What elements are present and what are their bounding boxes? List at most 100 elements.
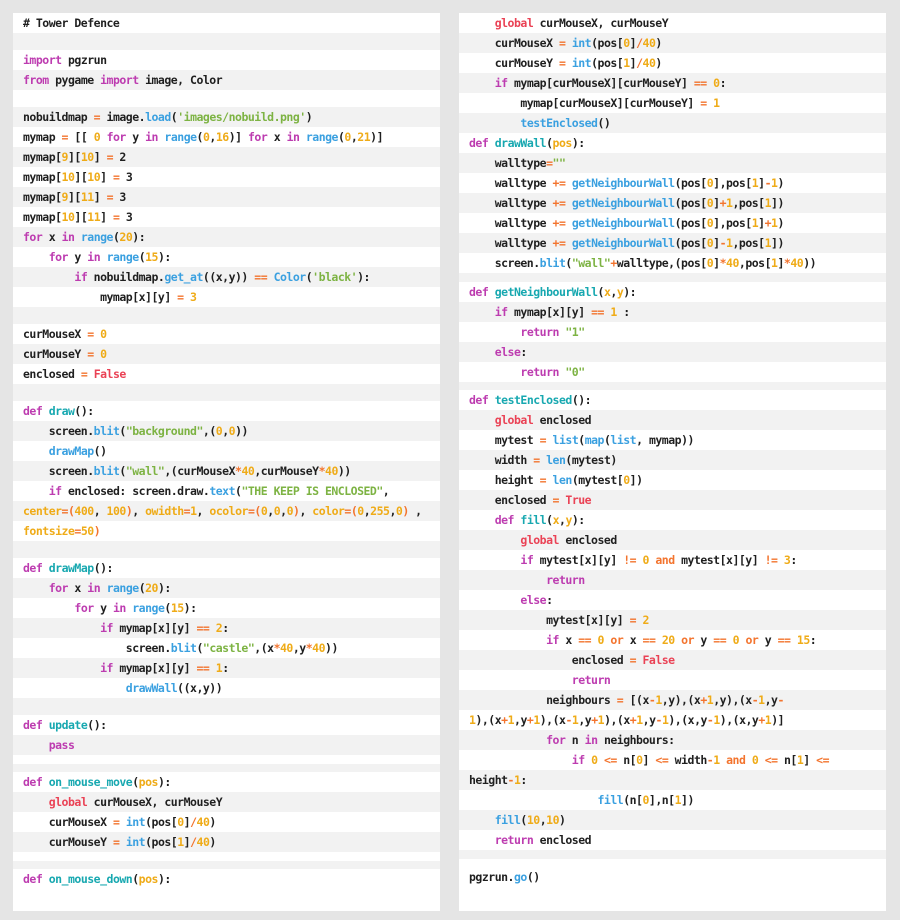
- code-token-op: =: [629, 653, 637, 667]
- code-token-plain: ][: [67, 150, 81, 164]
- code-line: mytest[x][y] = 2: [459, 610, 886, 630]
- code-token-plain: ,: [132, 504, 146, 518]
- code-line: if mymap[x][y] == 1:: [13, 658, 440, 678]
- code-token-plain: (pos[: [145, 815, 178, 829]
- code-blank-line: [459, 273, 886, 282]
- code-token-plain: [469, 116, 520, 130]
- code-token-plain: mytest[x][y]: [469, 613, 630, 627]
- code-token-op: -: [565, 713, 572, 727]
- code-token-plain: ,y: [514, 713, 527, 727]
- code-token-num: 1: [623, 56, 630, 70]
- code-token-kw: for: [23, 230, 43, 244]
- code-token-plain: (): [597, 116, 611, 130]
- code-token-op: =: [700, 96, 707, 110]
- code-token-plain: )): [325, 641, 338, 655]
- code-token-num: 1: [674, 793, 682, 807]
- code-token-op: -: [655, 713, 663, 727]
- code-token-plain: ):: [157, 250, 171, 264]
- code-token-plain: enclosed: screen.draw.: [61, 484, 210, 498]
- code-token-fn: blit: [93, 464, 120, 478]
- code-token-plain: ,y: [764, 693, 778, 707]
- code-token-plain: [469, 793, 597, 807]
- code-line: from pygame import image, Color: [13, 70, 440, 90]
- code-token-defn: on_mouse_down: [48, 872, 133, 886]
- code-token-op: -: [764, 176, 772, 190]
- code-token-plain: image, Color: [138, 73, 223, 87]
- code-token-kw: if: [494, 76, 508, 90]
- code-token-op: /: [636, 56, 643, 70]
- code-token-num: fontsize: [23, 524, 75, 538]
- code-line: for x in range(20):: [13, 578, 440, 598]
- code-token-plain: walltype: [469, 236, 553, 250]
- code-token-num: 10: [61, 170, 75, 184]
- code-token-plain: ],pos[: [713, 176, 752, 190]
- code-token-num: 0: [751, 753, 759, 767]
- code-panel-right: global curMouseX, curMouseY curMouseX = …: [459, 13, 886, 911]
- code-token-str: "background": [125, 424, 204, 438]
- code-blank-line: [13, 698, 440, 715]
- code-token-plain: ,: [267, 504, 274, 518]
- code-token-num: 1: [726, 236, 733, 250]
- code-line: pass: [13, 735, 440, 755]
- code-blank-line: [13, 307, 440, 324]
- code-token-num: 0: [395, 504, 403, 518]
- code-blank-line: [13, 860, 440, 869]
- code-token-plain: [23, 621, 100, 635]
- code-token-plain: [23, 681, 126, 695]
- code-token-op: +=: [552, 176, 566, 190]
- code-token-plain: ): [777, 176, 784, 190]
- code-token-op: *: [783, 256, 791, 270]
- code-line: def fill(x,y):: [459, 510, 886, 530]
- code-token-num: 1: [726, 196, 733, 210]
- code-token-str: "0": [565, 364, 585, 379]
- code-token-kw: for: [546, 733, 566, 747]
- code-token-plain: (): [93, 444, 107, 458]
- code-token-plain: :: [520, 344, 527, 359]
- code-token-fn: list: [552, 433, 579, 447]
- code-token-plain: )): [803, 256, 817, 270]
- code-token-plain: screen.: [469, 256, 540, 270]
- code-token-op: ): [402, 504, 409, 518]
- code-token-plain: nobuildmap: [23, 110, 94, 124]
- code-token-plain: [23, 601, 74, 615]
- code-token-num: 0: [202, 130, 210, 144]
- code-token-plain: (: [119, 424, 126, 438]
- code-token-num: 0: [706, 236, 714, 250]
- code-token-plain: ,: [222, 424, 229, 438]
- code-token-num: 15: [145, 250, 158, 264]
- code-token-num: 1: [706, 693, 714, 707]
- code-token-plain: mytest[x][y]: [674, 553, 765, 567]
- code-token-num: 1: [533, 713, 540, 727]
- code-line: # Tower Defence: [13, 13, 440, 33]
- code-token-num: 1: [177, 835, 184, 849]
- code-token-num: 0: [636, 753, 643, 767]
- code-token-plain: ),(x: [475, 713, 502, 727]
- code-token-fn: blit: [170, 641, 197, 655]
- code-token-plain: (: [132, 775, 139, 789]
- code-token-kw: if: [48, 484, 62, 498]
- code-token-plain: enclosed: [23, 367, 81, 381]
- code-line: import pgzrun: [13, 50, 440, 70]
- code-token-op: *: [719, 256, 727, 270]
- code-token-op: ): [293, 504, 300, 518]
- code-token-num: 40: [790, 256, 804, 270]
- code-token-plain: [469, 633, 546, 647]
- code-token-op: =: [629, 613, 637, 627]
- code-token-num: pos: [138, 775, 159, 789]
- code-token-num: 1: [610, 304, 617, 319]
- code-token-plain: ]: [713, 236, 720, 250]
- code-line: def update():: [13, 715, 440, 735]
- code-token-plain: y: [67, 250, 88, 264]
- code-line: def getNeighbourWall(x,y):: [459, 281, 886, 302]
- code-token-op: =: [177, 290, 184, 304]
- code-token-plain: # Tower Defence: [23, 16, 120, 30]
- code-token-plain: walltype: [469, 196, 553, 210]
- code-token-plain: mymap[x][y]: [23, 290, 178, 304]
- code-line: mymap[curMouseX][curMouseY] = 1: [459, 93, 886, 113]
- code-token-kw: if: [520, 553, 534, 567]
- code-token-plain: (pos[: [591, 36, 624, 50]
- code-token-op: ==: [777, 633, 791, 647]
- code-token-plain: x: [42, 230, 62, 244]
- code-token-plain: [469, 513, 495, 527]
- code-token-fn: range: [132, 601, 165, 615]
